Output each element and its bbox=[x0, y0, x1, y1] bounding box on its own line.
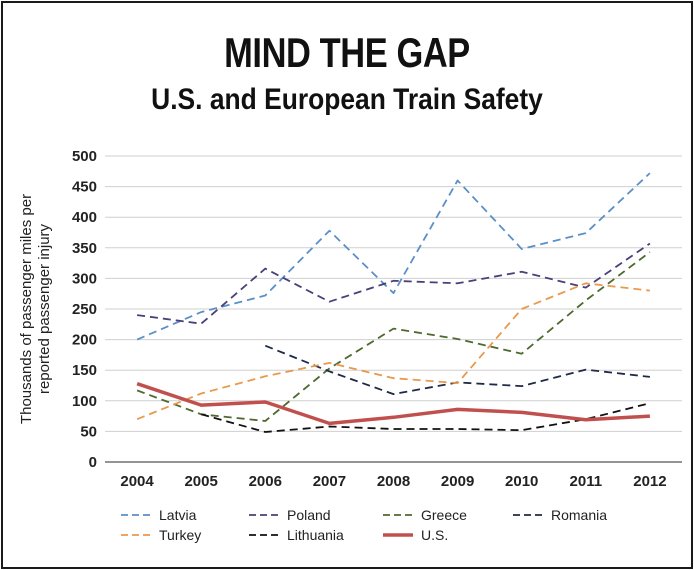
legend-item: U.S. bbox=[383, 527, 448, 543]
y-tick-label: 350 bbox=[72, 240, 97, 257]
y-axis-label: Thousands of passenger miles per reported… bbox=[18, 194, 53, 424]
y-tick-label: 150 bbox=[72, 362, 97, 379]
x-tick-label: 2012 bbox=[633, 473, 666, 490]
series-line-latvia bbox=[136, 172, 651, 341]
y-tick-label: 100 bbox=[72, 393, 97, 410]
y-tick-label: 200 bbox=[72, 332, 97, 349]
legend-item: Lithuania bbox=[249, 527, 344, 543]
y-tick-label: 250 bbox=[72, 301, 97, 318]
legend-item: Latvia bbox=[121, 507, 197, 523]
y-tick-label: 0 bbox=[89, 454, 97, 471]
legend-label: Greece bbox=[421, 507, 467, 523]
legend-item: Turkey bbox=[121, 527, 201, 543]
legend-item: Romania bbox=[513, 507, 607, 523]
legend-label: Turkey bbox=[159, 527, 201, 543]
gridlines bbox=[105, 155, 682, 463]
legend-item: Greece bbox=[383, 507, 467, 523]
chart-title: MIND THE GAP bbox=[224, 29, 470, 76]
series-line-lithuania bbox=[200, 402, 651, 433]
y-axis-ticks: 0 50 100 150 200 250 300 350 400 450 500 bbox=[72, 148, 97, 471]
legend-label: Romania bbox=[551, 507, 607, 523]
legend-item: Poland bbox=[249, 507, 331, 523]
y-tick-label: 500 bbox=[72, 148, 97, 165]
series-lines bbox=[136, 172, 651, 433]
x-axis-ticks: 2004 2005 2006 2007 2008 2009 2010 2011 2012 bbox=[120, 473, 666, 490]
y-tick-label: 400 bbox=[72, 209, 97, 226]
x-tick-label: 2010 bbox=[505, 473, 538, 490]
series-line-turkey bbox=[136, 282, 651, 421]
series-line-greece bbox=[136, 251, 651, 422]
y-axis-label-line: Thousands of passenger miles per bbox=[18, 194, 35, 424]
legend-label: Lithuania bbox=[287, 527, 344, 543]
legend-label: U.S. bbox=[421, 527, 448, 543]
series-line-poland bbox=[136, 242, 651, 325]
y-axis-label-line: reported passenger injury bbox=[36, 223, 53, 394]
legend-label: Latvia bbox=[159, 507, 197, 523]
legend-label: Poland bbox=[287, 507, 331, 523]
chart-subtitle: U.S. and European Train Safety bbox=[151, 83, 543, 116]
y-tick-label: 50 bbox=[80, 423, 97, 440]
series-line-u-s bbox=[136, 382, 651, 426]
legend: Latvia Poland Greece Romania Turkey Lithuania… bbox=[121, 507, 607, 543]
x-tick-label: 2005 bbox=[184, 473, 217, 490]
x-tick-label: 2011 bbox=[570, 473, 603, 490]
x-tick-label: 2007 bbox=[313, 473, 346, 490]
x-tick-label: 2006 bbox=[249, 473, 282, 490]
x-tick-label: 2004 bbox=[120, 473, 154, 490]
x-tick-label: 2009 bbox=[441, 473, 474, 490]
y-tick-label: 450 bbox=[72, 179, 97, 196]
x-tick-label: 2008 bbox=[377, 473, 410, 490]
y-tick-label: 300 bbox=[72, 270, 97, 287]
